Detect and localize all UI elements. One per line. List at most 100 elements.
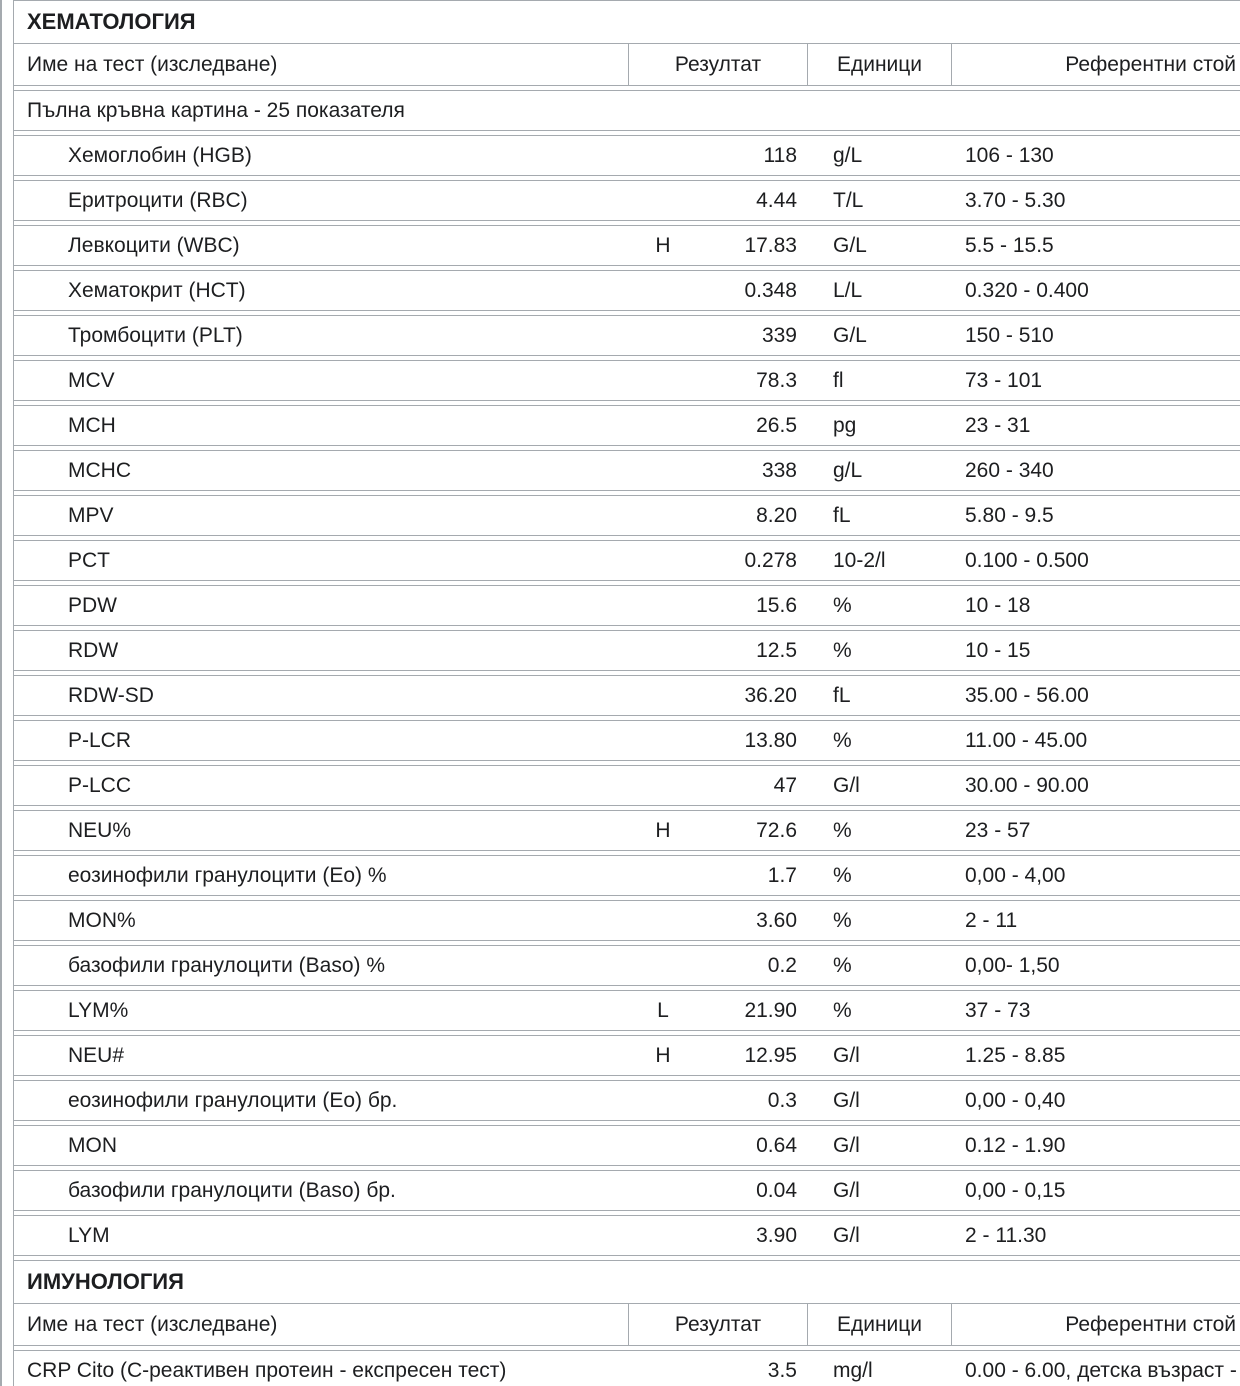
test-name: Хематокрит (HCT)	[68, 279, 246, 302]
test-name: еозинофили гранулоцити (Eo) бр.	[68, 1089, 398, 1112]
units-value: %	[833, 819, 852, 842]
units-value: %	[833, 729, 852, 752]
reference-range: 5.5 - 15.5	[965, 234, 1054, 257]
test-name: базофили гранулоцити (Baso) бр.	[68, 1179, 396, 1202]
table-row: Тромбоцити (PLT) 339 G/L 150 - 510	[13, 315, 1240, 356]
column-header-test-name: Име на тест (изследване)	[27, 1313, 278, 1336]
section-title: ИМУНОЛОГИЯ	[13, 1260, 1240, 1304]
table-row: LYM 3.90 G/l 2 - 11.30	[13, 1215, 1240, 1256]
units-value: G/L	[833, 324, 867, 347]
reference-range: 2 - 11.30	[965, 1224, 1047, 1247]
table-header-row: Име на тест (изследване) Резултат Единиц…	[13, 44, 1240, 86]
units-value: G/l	[833, 1179, 860, 1202]
test-name: NEU#	[68, 1044, 125, 1067]
column-header-result: Резултат	[628, 1304, 808, 1345]
reference-range: 0.00 - 6.00, детска възраст -	[965, 1359, 1237, 1382]
result-value: 0.64	[756, 1134, 797, 1157]
column-header-result: Резултат	[628, 44, 808, 85]
result-flag: L	[657, 999, 669, 1022]
result-value: 0.2	[767, 954, 797, 977]
reference-range: 23 - 57	[965, 819, 1031, 842]
reference-range: 106 - 130	[965, 144, 1054, 167]
result-value: 118	[763, 144, 797, 167]
test-name: P-LCR	[68, 729, 132, 752]
units-value: G/l	[833, 1224, 860, 1247]
units-value: mg/l	[833, 1359, 873, 1382]
test-name: Тромбоцити (PLT)	[68, 324, 243, 347]
result-value: 0.04	[756, 1179, 797, 1202]
lab-section: ХЕМАТОЛОГИЯ Име на тест (изследване) Рез…	[13, 0, 1240, 1256]
result-value: 21.90	[744, 999, 797, 1022]
reference-range: 73 - 101	[965, 369, 1043, 392]
test-name: базофили гранулоцити (Baso) %	[68, 954, 386, 977]
result-value: 36.20	[744, 684, 797, 707]
units-value: G/l	[833, 1134, 860, 1157]
reference-range: 0,00 - 0,15	[965, 1179, 1066, 1202]
test-name: MPV	[68, 504, 114, 527]
test-name: MON	[68, 1134, 117, 1157]
reference-range: 5.80 - 9.5	[965, 504, 1054, 527]
table-row: Еритроцити (RBC) 4.44 T/L 3.70 - 5.30	[13, 180, 1240, 221]
units-value: fl	[833, 369, 844, 392]
reference-range: 37 - 73	[965, 999, 1031, 1022]
units-value: %	[833, 864, 852, 887]
result-flag: H	[655, 819, 671, 842]
table-row: CRP Cito (C-реактивен протеин - експресе…	[13, 1350, 1240, 1386]
reference-range: 10 - 15	[965, 639, 1031, 662]
result-value: 72.6	[756, 819, 797, 842]
column-header-units: Единици	[808, 44, 952, 85]
units-value: T/L	[833, 189, 864, 212]
table-row: MCHC 338 g/L 260 - 340	[13, 450, 1240, 491]
reference-range: 0,00 - 0,40	[965, 1089, 1066, 1112]
units-value: %	[833, 999, 852, 1022]
table-row: RDW 12.5 % 10 - 15	[13, 630, 1240, 671]
result-value: 338	[761, 459, 797, 482]
units-value: fL	[833, 504, 851, 527]
result-value: 0.348	[744, 279, 797, 302]
table-row: MPV 8.20 fL 5.80 - 9.5	[13, 495, 1240, 536]
units-value: pg	[833, 414, 857, 437]
table-row: Хемоглобин (HGB) 118 g/L 106 - 130	[13, 135, 1240, 176]
table-row: еозинофили гранулоцити (Eo) бр. 0.3 G/l …	[13, 1080, 1240, 1121]
column-header-test-name: Име на тест (изследване)	[27, 53, 278, 76]
test-name: LYM%	[68, 999, 129, 1022]
report-body: ХЕМАТОЛОГИЯ Име на тест (изследване) Рез…	[13, 0, 1240, 1386]
units-value: fL	[833, 684, 851, 707]
units-value: G/l	[833, 774, 860, 797]
result-value: 15.6	[756, 594, 797, 617]
reference-range: 1.25 - 8.85	[965, 1044, 1066, 1067]
column-header-reference: Референтни стой	[1065, 1313, 1236, 1336]
table-row: NEU# H 12.95 G/l 1.25 - 8.85	[13, 1035, 1240, 1076]
units-value: L/L	[833, 279, 863, 302]
section-title: ХЕМАТОЛОГИЯ	[13, 0, 1240, 44]
test-name: MCHC	[68, 459, 131, 482]
section-rows: Пълна кръвна картина - 25 показателя Хем…	[13, 90, 1240, 1256]
page-left-border	[0, 0, 2, 1386]
reference-range: 0,00- 1,50	[965, 954, 1060, 977]
result-value: 12.5	[756, 639, 797, 662]
table-row: еозинофили гранулоцити (Eo) % 1.7 % 0,00…	[13, 855, 1240, 896]
result-value: 8.20	[756, 504, 797, 527]
result-value: 3.5	[767, 1359, 797, 1382]
units-value: G/l	[833, 1089, 860, 1112]
test-name: Еритроцити (RBC)	[68, 189, 248, 212]
table-row: RDW-SD 36.20 fL 35.00 - 56.00	[13, 675, 1240, 716]
result-value: 13.80	[744, 729, 797, 752]
result-value: 339	[761, 324, 797, 347]
result-value: 0.278	[744, 549, 797, 572]
test-name: LYM	[68, 1224, 110, 1247]
units-value: G/L	[833, 234, 867, 257]
units-value: %	[833, 594, 852, 617]
table-row: базофили гранулоцити (Baso) бр. 0.04 G/l…	[13, 1170, 1240, 1211]
table-left-border	[13, 0, 14, 1386]
result-value: 26.5	[756, 414, 797, 437]
reference-range: 35.00 - 56.00	[965, 684, 1089, 707]
test-name: PDW	[68, 594, 117, 617]
result-flag: H	[655, 234, 671, 257]
table-row: Левкоцити (WBC) H 17.83 G/L 5.5 - 15.5	[13, 225, 1240, 266]
test-name: RDW	[68, 639, 119, 662]
result-value: 3.90	[756, 1224, 797, 1247]
reference-range: 0.100 - 0.500	[965, 549, 1089, 572]
result-value: 78.3	[756, 369, 797, 392]
